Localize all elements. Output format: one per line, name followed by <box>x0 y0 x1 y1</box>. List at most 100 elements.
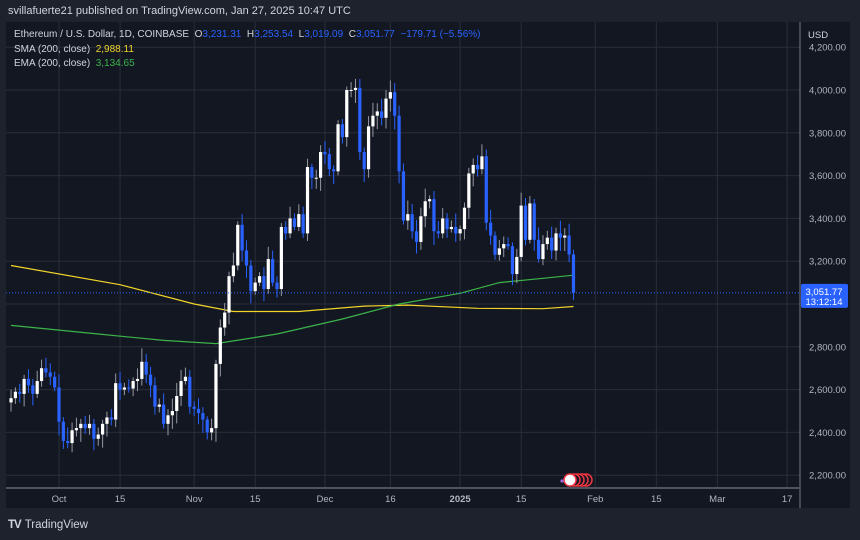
sma-value: 2,988.11 <box>95 43 134 55</box>
candle-body <box>236 224 240 266</box>
currency-label[interactable]: USD <box>808 30 829 41</box>
candle <box>101 419 105 448</box>
chart-frame[interactable]: 2,200.00 2,400.00 2,600.00 2,800.00 3,200.00… <box>6 22 850 508</box>
candle-body <box>428 199 432 202</box>
legend-sma-row[interactable]: SMA (200, close) 2,988.11 <box>14 43 481 58</box>
candle <box>510 242 515 286</box>
legend-ema-row[interactable]: EMA (200, close) 3,134.65 <box>14 57 481 72</box>
candle-body <box>275 282 279 290</box>
candle-body <box>240 224 244 251</box>
candle-body <box>297 214 301 227</box>
candle-body <box>454 226 458 234</box>
candle-body <box>114 383 118 420</box>
candle-body <box>349 90 353 91</box>
candle-body <box>384 98 388 118</box>
candle <box>31 379 35 406</box>
candle <box>563 228 567 251</box>
publisher-line: svillafuerte21 published on TradingView.… <box>8 5 351 17</box>
y-tick-label: 4,000.00 <box>809 86 846 97</box>
candle-body <box>66 440 70 444</box>
change-value: −179.71 (−5.56%) <box>400 29 481 40</box>
candle-body <box>271 259 275 283</box>
economic-events-icon[interactable] <box>560 473 593 487</box>
price-chart[interactable]: 2,200.00 2,400.00 2,600.00 2,800.00 3,200.00… <box>6 22 850 508</box>
low-value: 3,019.09 <box>304 29 344 40</box>
candle-body <box>257 276 262 283</box>
candle <box>105 411 109 437</box>
candle-body <box>96 434 100 439</box>
candle <box>432 190 436 246</box>
tradingview-logo[interactable]: TV TradingView <box>8 519 88 531</box>
candle-body <box>266 259 270 290</box>
candle <box>201 407 205 434</box>
candle <box>170 398 174 429</box>
candle-body <box>227 276 231 313</box>
candle <box>428 195 432 209</box>
candle <box>284 221 288 240</box>
candle <box>384 90 388 129</box>
candle-body <box>244 250 249 266</box>
ema-value: 3,134.65 <box>95 58 135 69</box>
last-price-value: 3,051.77 <box>806 287 843 298</box>
candle <box>353 78 358 103</box>
candle-body <box>528 203 532 240</box>
candle-body <box>83 423 87 429</box>
candle-body <box>292 218 297 227</box>
candle <box>275 276 279 298</box>
candle <box>484 149 488 231</box>
candle-body <box>127 387 131 389</box>
candle-body <box>153 385 157 407</box>
candle-body <box>375 111 379 116</box>
candle <box>423 188 427 228</box>
candle <box>162 393 166 429</box>
candle <box>462 202 467 240</box>
candle-body <box>462 207 467 230</box>
candle-body <box>436 231 440 234</box>
candle-body <box>144 361 148 375</box>
candle <box>61 417 65 449</box>
candle <box>57 374 61 436</box>
candle <box>183 367 188 385</box>
candle-body <box>406 214 410 221</box>
candle <box>118 371 122 400</box>
candle <box>83 415 87 434</box>
legend-symbol-row: Ethereum / U.S. Dollar, 1D, COINBASE O3,… <box>14 28 481 43</box>
candle <box>39 359 44 387</box>
x-tick-label: Nov <box>186 494 203 505</box>
y-tick-label: 2,400.00 <box>809 428 846 439</box>
candle <box>371 102 375 137</box>
candle-body <box>484 156 488 223</box>
candle-body <box>419 216 423 242</box>
candle <box>196 398 201 425</box>
low-label: L <box>298 29 305 40</box>
x-tick-label: Oct <box>52 494 67 505</box>
candle-body <box>441 218 445 234</box>
y-tick-label: 3,800.00 <box>809 128 846 139</box>
x-tick-label: 16 <box>385 494 396 505</box>
candle <box>18 383 22 403</box>
candle-body <box>70 430 74 444</box>
candle <box>127 379 131 393</box>
candle-body <box>279 226 283 290</box>
candle-body <box>74 428 79 431</box>
y-tick-label: 2,800.00 <box>809 342 846 353</box>
candle <box>22 374 26 407</box>
candle <box>175 382 179 424</box>
candle <box>340 119 344 144</box>
ema-line <box>10 274 574 345</box>
candle <box>571 249 576 300</box>
candle <box>366 116 371 178</box>
symbol-label[interactable]: Ethereum / U.S. Dollar, 1D, COINBASE <box>14 29 190 40</box>
candle <box>406 200 410 230</box>
candle-body <box>541 244 545 260</box>
candle-body <box>231 265 235 277</box>
candle-body <box>118 383 122 390</box>
candle <box>454 213 458 243</box>
candle <box>44 357 48 378</box>
x-tick-label: Feb <box>587 494 603 505</box>
brand-name: TradingView <box>24 519 88 531</box>
candle <box>319 145 323 191</box>
candle-body <box>192 406 196 409</box>
candle-body <box>515 256 519 275</box>
candle <box>441 207 445 239</box>
